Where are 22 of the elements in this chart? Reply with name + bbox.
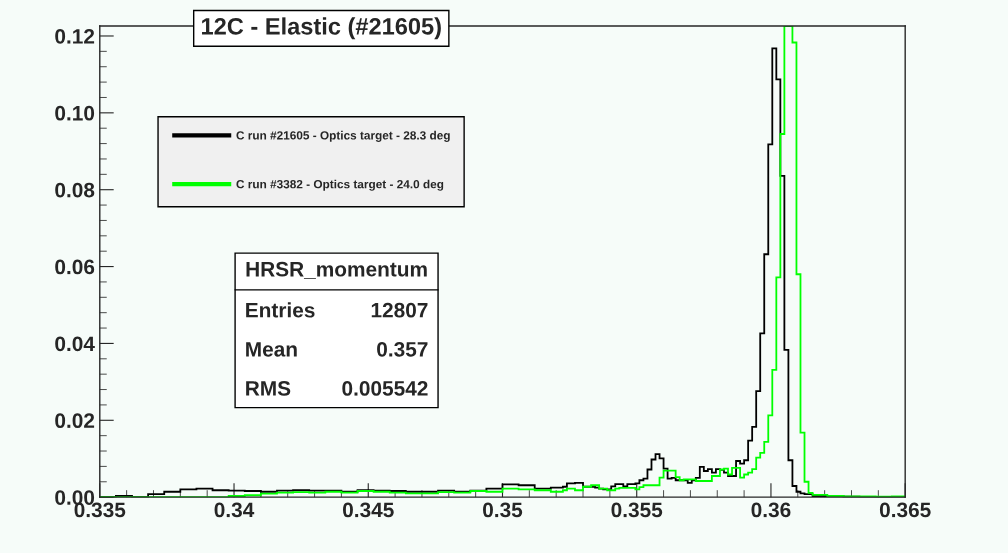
y-tick-label: 0.06 xyxy=(55,259,95,275)
y-tick-label: 0.12 xyxy=(55,28,95,44)
annotation: RMS xyxy=(246,381,291,396)
y-tick-label: 0.02 xyxy=(55,413,95,429)
x-tick-label: 0.355 xyxy=(611,502,663,518)
y-tick-label: 0.04 xyxy=(55,336,95,352)
x-tick-label: 0.35 xyxy=(483,502,523,518)
x-tick-label: 0.365 xyxy=(879,502,931,518)
annotation: 12807 xyxy=(371,302,428,318)
annotation: Entries xyxy=(246,302,315,318)
x-tick-label: 0.34 xyxy=(214,502,255,518)
annotation: 0.005542 xyxy=(342,381,428,396)
y-tick-label: 0.10 xyxy=(55,105,95,121)
chart-title: 12C - Elastic (#21605) xyxy=(202,17,441,40)
y-tick-label: 0.08 xyxy=(55,182,95,198)
annotation: Mean xyxy=(246,342,297,357)
annotation: 0.357 xyxy=(377,341,428,357)
x-tick-label: 0.36 xyxy=(751,502,791,518)
legend-label: C run #21605 - Optics target - 28.3 deg xyxy=(236,130,450,142)
legend-label: C run #3382 - Optics target - 24.0 deg xyxy=(236,179,444,191)
annotation: HRSR_momentum xyxy=(246,261,427,279)
x-tick-label: 0.345 xyxy=(343,502,394,518)
